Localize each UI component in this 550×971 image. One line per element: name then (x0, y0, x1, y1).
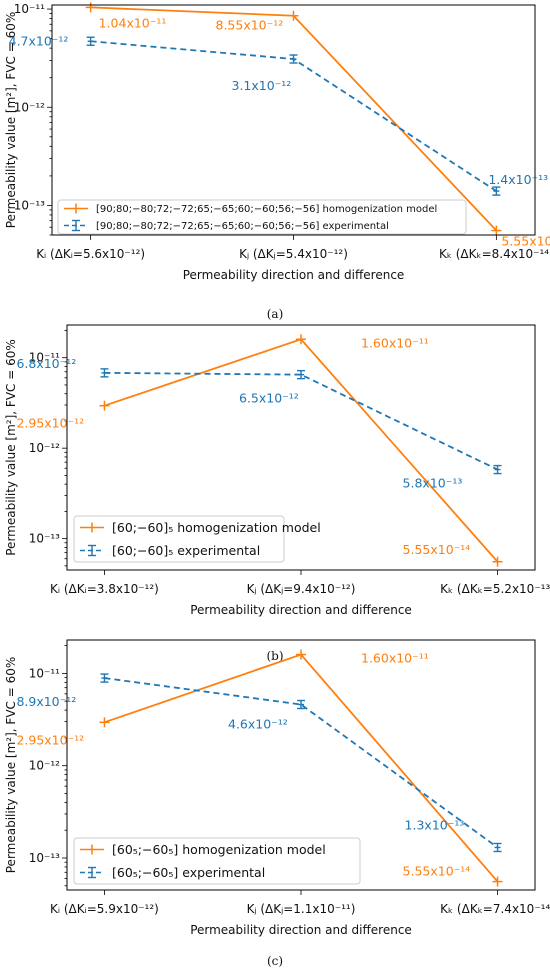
experimental-point (493, 464, 502, 475)
y-axis-title: Permeability value [m²], FVC = 60% (4, 339, 18, 556)
panel-caption: (c) (267, 954, 283, 968)
y-tick-label: 10⁻¹¹ (29, 666, 60, 680)
y-tick-label: 10⁻¹³ (29, 532, 60, 546)
legend: [60₅;−60₅] homogenization model [60₅;−60₅… (73, 837, 361, 885)
experimental-data-label: 4.6x10⁻¹² (228, 717, 288, 732)
y-axis-title: Permeability value [m²], FVC = 60% (4, 657, 18, 874)
experimental-data-label: 6.5x10⁻¹² (239, 391, 299, 406)
x-tick-label: Kᵢ (ΔKᵢ=5.9x10⁻¹²) (50, 902, 159, 916)
legend-label: [60₅;−60₅] experimental (112, 865, 265, 880)
model-data-label: 1.04x10⁻¹¹ (99, 15, 167, 30)
experimental-point (289, 54, 298, 64)
legend-box (57, 199, 467, 235)
panel-caption: (b) (266, 649, 283, 663)
model-data-label: 2.95x10⁻¹² (16, 416, 84, 431)
model-point (296, 649, 306, 660)
x-tick-label: Kᵢ (ΔKᵢ=3.8x10⁻¹²) (50, 582, 159, 596)
legend-label: [90;80;−80;72;−72;65;−65;60;−60;56;−56] … (96, 221, 389, 232)
model-data-label: 5.55x10⁻¹⁴ (403, 864, 471, 879)
model-point (296, 334, 306, 345)
y-tick-label: 10⁻¹¹ (14, 2, 45, 16)
y-tick-label: 10⁻¹² (29, 759, 60, 773)
x-axis-title: Permeability direction and difference (190, 603, 412, 617)
x-tick-label: Kⱼ (ΔKⱼ=5.4x10⁻¹²) (239, 247, 348, 261)
experimental-data-label: 8.9x10⁻¹² (16, 694, 76, 709)
x-axis-title: Permeability direction and difference (183, 268, 405, 282)
experimental-point (297, 699, 305, 710)
model-data-label: 1.60x10⁻¹¹ (361, 651, 429, 666)
experimental-data-label: 1.4x10⁻¹³ (488, 172, 548, 187)
experimental-point (492, 186, 501, 196)
y-axis-title: Permeability value [m²], FVC = 60% (4, 12, 18, 229)
experimental-data-label: 6.8x10⁻¹² (16, 356, 76, 371)
model-data-label: 8.55x10⁻¹² (216, 18, 284, 33)
y-tick-label: 10⁻¹³ (14, 198, 45, 212)
experimental-data-label: 3.1x10⁻¹² (232, 78, 292, 93)
x-tick-label: Kᵢ (ΔKᵢ=5.6x10⁻¹²) (36, 247, 145, 261)
model-data-label: 5.55x10⁻¹⁴ (501, 234, 550, 249)
model-point (492, 556, 503, 567)
model-point (288, 10, 299, 21)
chart-panel-c: 10⁻¹¹ 10⁻¹² 10⁻¹³ Kᵢ (ΔKᵢ=5.9x10⁻¹²) Kⱼ (ΔKⱼ… (4, 639, 550, 968)
experimental-series-line (104, 371, 498, 471)
legend-label: [60;−60]₅ experimental (112, 543, 260, 558)
x-tick-label: Kₖ (ΔKₖ=5.2x10⁻¹³) (440, 582, 550, 596)
experimental-series-line (104, 677, 499, 849)
experimental-point (100, 368, 109, 378)
plot-frame (66, 639, 536, 891)
experimental-data-label: 4.7x10⁻¹² (9, 33, 69, 48)
model-data-label: 2.95x10⁻¹² (16, 732, 84, 747)
x-axis-title: Permeability direction and difference (190, 923, 412, 937)
y-tick-label: 10⁻¹¹ (29, 351, 60, 365)
y-tick-label: 10⁻¹³ (29, 851, 60, 865)
model-point (492, 876, 503, 887)
legend: [60;−60]₅ homogenization model [60;−60]₅ … (73, 515, 321, 563)
legend: [90;80;−80;72;−72;65;−65;60;−60;56;−56] … (57, 199, 467, 235)
x-tick-label: Kⱼ (ΔKⱼ=9.4x10⁻¹²) (247, 582, 356, 596)
model-data-label: 1.60x10⁻¹¹ (361, 335, 429, 350)
y-tick-label: 10⁻¹² (14, 100, 45, 114)
experimental-series-line (90, 40, 497, 192)
experimental-point (86, 36, 95, 46)
legend-label: [60₅;−60₅] homogenization model (112, 842, 326, 857)
model-point (491, 225, 502, 236)
experimental-point (100, 673, 109, 683)
plot-frame (66, 324, 536, 571)
x-tick-label: Kₖ (ΔKₖ=7.4x10⁻¹⁴) (440, 902, 550, 916)
experimental-data-label: 1.3x10⁻¹³ (405, 817, 465, 832)
x-tick-label: Kₖ (ΔKₖ=8.4x10⁻¹⁴) (439, 247, 550, 261)
chart-panel-b: 10⁻¹¹ 10⁻¹² 10⁻¹³ Kᵢ (ΔKᵢ=3.8x10⁻¹²) Kⱼ (ΔKⱼ… (4, 324, 550, 663)
model-point (99, 400, 110, 411)
plot-frame (51, 4, 536, 236)
legend-box (73, 515, 285, 563)
legend-box (73, 837, 361, 885)
legend-label: [90;80;−80;72;−72;65;−65;60;−60;56;−56] … (96, 204, 437, 215)
x-tick-label: Kⱼ (ΔKⱼ=1.1x10⁻¹¹) (247, 902, 356, 916)
model-data-label: 5.55x10⁻¹⁴ (403, 542, 471, 557)
y-tick-label: 10⁻¹² (29, 441, 60, 455)
experimental-point (493, 842, 502, 853)
model-series-line (90, 6, 498, 232)
legend-label: [60;−60]₅ homogenization model (112, 520, 321, 535)
model-point (85, 2, 96, 13)
experimental-point (297, 369, 305, 380)
panel-caption: (a) (267, 307, 284, 321)
model-point (99, 717, 110, 728)
chart-panel-a: 10⁻¹¹ 10⁻¹² 10⁻¹³ Kᵢ (ΔKᵢ=5.6x10⁻¹²) Kⱼ (ΔKⱼ… (4, 2, 550, 321)
experimental-data-label: 5.8x10⁻¹³ (403, 476, 463, 491)
